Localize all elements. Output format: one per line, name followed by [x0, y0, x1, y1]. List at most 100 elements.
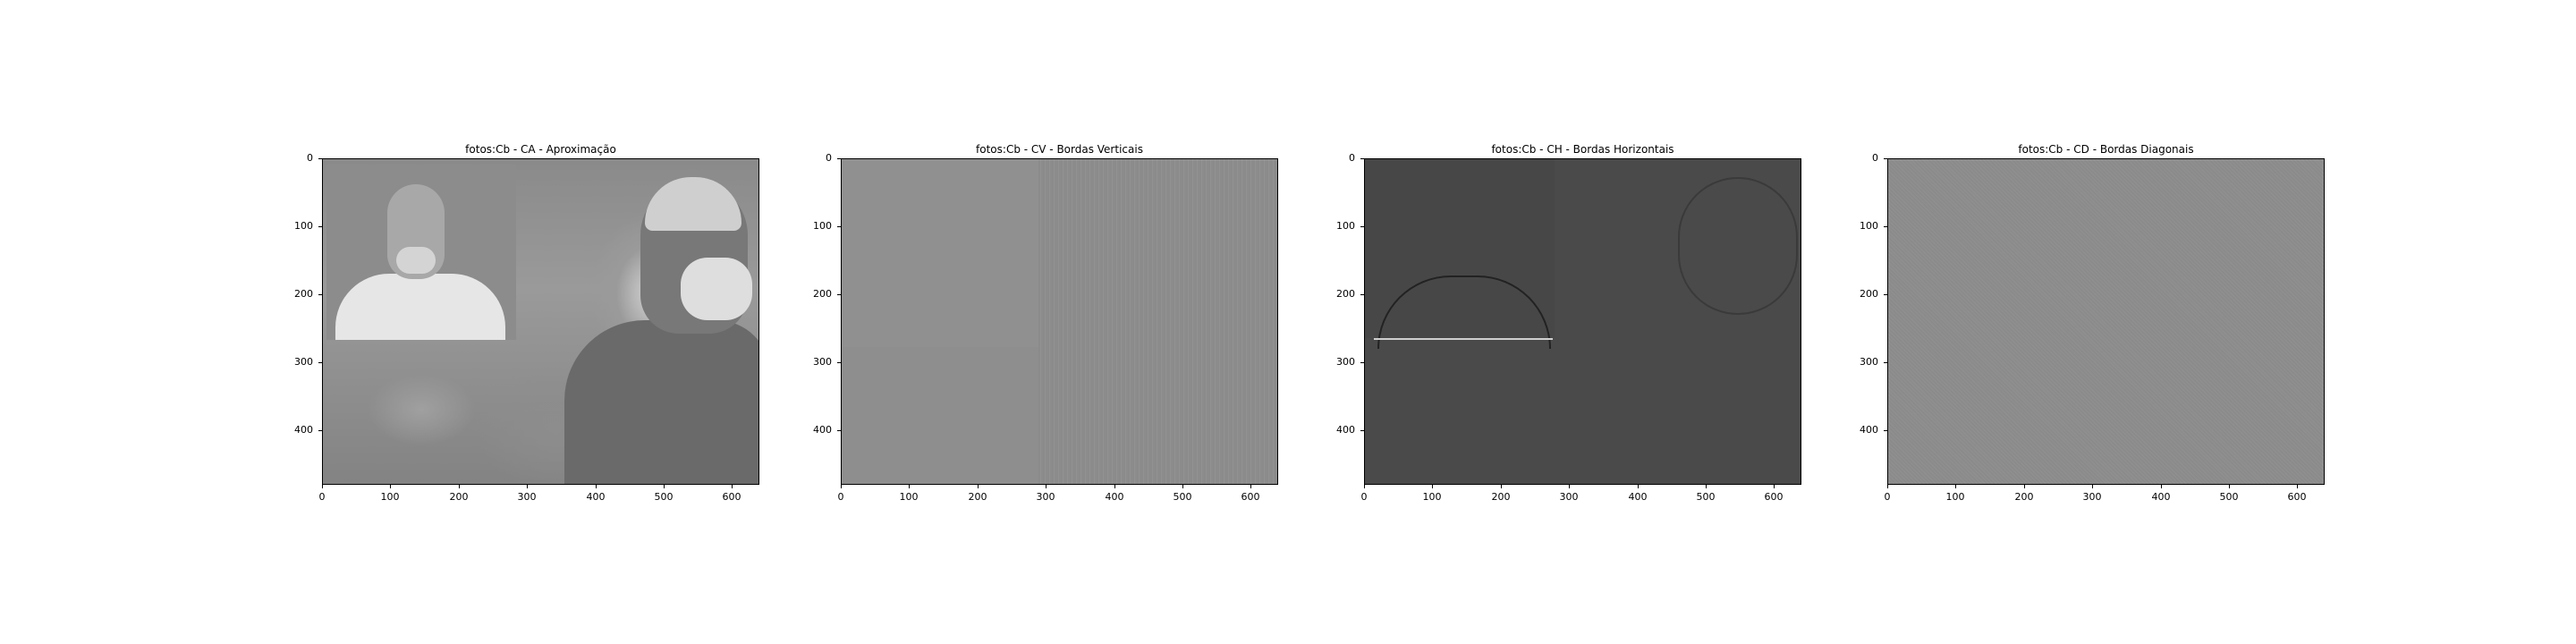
x-tick: 100 [1423, 485, 1442, 503]
y-tick: 400 [1336, 424, 1364, 436]
x-tick-label: 500 [1696, 491, 1716, 503]
y-tick-label: 400 [294, 424, 313, 436]
y-tick-mark [1360, 294, 1364, 295]
x-tick-mark [2161, 485, 2162, 488]
y-tick-label: 100 [1860, 220, 1878, 232]
y-tick-label: 300 [1336, 356, 1355, 368]
panel-cv: fotos:Cb - CV - Bordas Verticais 0 100 200… [787, 0, 1324, 644]
x-tick-label: 200 [968, 491, 987, 503]
y-tick-mark [318, 158, 322, 159]
y-tick-mark [318, 226, 322, 227]
x-tick: 600 [2288, 485, 2307, 503]
y-tick: 200 [1336, 288, 1364, 300]
x-tick-mark [1432, 485, 1433, 488]
y-tick: 300 [1336, 356, 1364, 368]
x-tick-mark [322, 485, 323, 488]
x-tick-mark [1250, 485, 1251, 488]
inset-shirt [335, 274, 505, 340]
y-tick-mark [1360, 362, 1364, 363]
person-beard [681, 258, 752, 320]
panel-title: fotos:Cb - CA - Aproximação [465, 143, 616, 156]
y-tick: 300 [813, 356, 841, 368]
y-tick-mark [837, 362, 841, 363]
x-tick: 600 [1765, 485, 1784, 503]
x-tick-label: 100 [899, 491, 919, 503]
texture-region [1038, 159, 1277, 484]
x-tick-mark [459, 485, 460, 488]
x-tick-mark [2297, 485, 2298, 488]
y-tick-label: 100 [813, 220, 832, 232]
x-tick-label: 300 [517, 491, 537, 503]
x-tick: 500 [2220, 485, 2239, 503]
x-tick: 0 [838, 485, 844, 503]
x-tick-label: 100 [1945, 491, 1965, 503]
x-tick: 400 [1629, 485, 1648, 503]
x-tick-mark [909, 485, 910, 488]
x-tick-mark [527, 485, 528, 488]
y-tick-mark [837, 158, 841, 159]
panel-cd: fotos:Cb - CD - Bordas Diagonais 0 100 200… [1834, 0, 2370, 644]
y-tick: 100 [1860, 220, 1887, 232]
x-tick-mark [1501, 485, 1502, 488]
y-tick-mark [318, 294, 322, 295]
x-tick-label: 200 [449, 491, 469, 503]
y-tick-mark [837, 430, 841, 431]
x-tick-mark [1638, 485, 1639, 488]
x-tick: 400 [1106, 485, 1124, 503]
x-tick-mark [1955, 485, 1956, 488]
y-tick: 100 [813, 220, 841, 232]
x-tick-label: 500 [654, 491, 674, 503]
panel-title: fotos:Cb - CH - Bordas Horizontais [1491, 143, 1674, 156]
x-tick-label: 400 [1628, 491, 1648, 503]
y-tick: 200 [813, 288, 841, 300]
y-tick-mark [318, 430, 322, 431]
y-tick: 100 [294, 220, 322, 232]
y-tick-label: 400 [1336, 424, 1355, 436]
y-tick-mark [837, 226, 841, 227]
x-tick-mark [2092, 485, 2093, 488]
x-tick-label: 200 [2014, 491, 2034, 503]
x-tick: 100 [381, 485, 400, 503]
y-tick-label: 200 [1336, 288, 1355, 300]
y-tick: 400 [1860, 424, 1887, 436]
y-tick-mark [1884, 158, 1887, 159]
x-tick-mark [1706, 485, 1707, 488]
y-tick: 400 [294, 424, 322, 436]
x-tick-label: 100 [1422, 491, 1442, 503]
x-tick-label: 400 [586, 491, 606, 503]
y-tick-label: 400 [813, 424, 832, 436]
x-tick-label: 600 [1241, 491, 1260, 503]
y-tick-label: 300 [813, 356, 832, 368]
y-tick-mark [1360, 158, 1364, 159]
person-body [564, 320, 758, 484]
y-tick: 300 [294, 356, 322, 368]
x-tick-label: 600 [722, 491, 741, 503]
vertical-edges-image [841, 158, 1278, 485]
y-tick: 100 [1336, 220, 1364, 232]
face-edge [1678, 177, 1798, 315]
y-tick-mark [837, 294, 841, 295]
x-tick-mark [1114, 485, 1115, 488]
x-tick-mark [1887, 485, 1888, 488]
y-tick: 0 [826, 152, 841, 164]
x-tick: 300 [2083, 485, 2102, 503]
x-tick: 300 [518, 485, 537, 503]
x-tick-mark [732, 485, 733, 488]
approximation-image [322, 158, 759, 485]
x-tick: 100 [1946, 485, 1965, 503]
x-tick-mark [664, 485, 665, 488]
x-tick-label: 0 [318, 491, 326, 503]
panel-ca: fotos:Cb - CA - Aproximação 0 100 200 300 40… [268, 0, 805, 644]
y-tick: 400 [813, 424, 841, 436]
x-tick-mark [390, 485, 391, 488]
y-tick: 200 [1860, 288, 1887, 300]
x-tick-mark [596, 485, 597, 488]
y-tick-mark [1884, 226, 1887, 227]
x-tick-label: 300 [2082, 491, 2102, 503]
x-tick: 600 [723, 485, 741, 503]
x-tick: 200 [1492, 485, 1511, 503]
y-tick: 200 [294, 288, 322, 300]
x-tick-mark [1364, 485, 1365, 488]
panel-title: fotos:Cb - CD - Bordas Diagonais [2018, 143, 2194, 156]
